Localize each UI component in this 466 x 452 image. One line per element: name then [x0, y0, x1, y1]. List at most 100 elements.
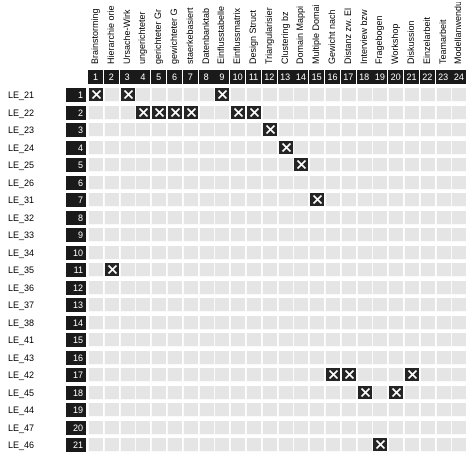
- matrix-cell[interactable]: [451, 438, 466, 452]
- matrix-cell-marked[interactable]: [214, 88, 230, 102]
- matrix-cell[interactable]: [88, 333, 103, 347]
- matrix-cell[interactable]: [103, 368, 119, 382]
- matrix-cell[interactable]: [151, 245, 167, 260]
- matrix-cell[interactable]: [261, 228, 277, 242]
- matrix-cell[interactable]: [419, 438, 435, 452]
- matrix-cell[interactable]: [325, 350, 340, 365]
- matrix-cell[interactable]: [325, 158, 340, 172]
- matrix-cell[interactable]: [277, 88, 293, 102]
- matrix-cell[interactable]: [230, 350, 246, 365]
- matrix-cell[interactable]: [261, 403, 277, 417]
- matrix-cell[interactable]: [340, 315, 356, 330]
- matrix-cell[interactable]: [198, 350, 214, 365]
- matrix-cell[interactable]: [309, 88, 325, 102]
- matrix-cell[interactable]: [246, 140, 261, 155]
- matrix-cell[interactable]: [246, 193, 261, 207]
- matrix-cell-marked[interactable]: [372, 438, 388, 452]
- matrix-cell[interactable]: [309, 175, 325, 190]
- matrix-cell[interactable]: [388, 298, 404, 312]
- matrix-cell[interactable]: [404, 123, 419, 137]
- matrix-cell[interactable]: [372, 158, 388, 172]
- matrix-cell[interactable]: [214, 210, 230, 225]
- matrix-cell[interactable]: [214, 140, 230, 155]
- matrix-cell[interactable]: [230, 228, 246, 242]
- matrix-cell[interactable]: [388, 368, 404, 382]
- matrix-cell[interactable]: [261, 193, 277, 207]
- matrix-cell[interactable]: [356, 298, 372, 312]
- matrix-cell[interactable]: [293, 105, 309, 120]
- matrix-cell[interactable]: [388, 175, 404, 190]
- matrix-cell[interactable]: [261, 175, 277, 190]
- matrix-cell-marked[interactable]: [340, 368, 356, 382]
- matrix-cell[interactable]: [325, 105, 340, 120]
- matrix-cell[interactable]: [277, 298, 293, 312]
- matrix-cell[interactable]: [293, 420, 309, 435]
- matrix-cell[interactable]: [388, 158, 404, 172]
- matrix-cell[interactable]: [309, 263, 325, 277]
- matrix-cell[interactable]: [435, 350, 451, 365]
- matrix-cell[interactable]: [167, 333, 182, 347]
- matrix-cell[interactable]: [451, 228, 466, 242]
- matrix-cell[interactable]: [356, 105, 372, 120]
- matrix-cell[interactable]: [372, 228, 388, 242]
- matrix-cell[interactable]: [419, 298, 435, 312]
- matrix-cell[interactable]: [388, 280, 404, 295]
- matrix-cell[interactable]: [151, 333, 167, 347]
- matrix-cell[interactable]: [214, 333, 230, 347]
- matrix-cell[interactable]: [135, 88, 151, 102]
- matrix-cell[interactable]: [151, 315, 167, 330]
- matrix-cell[interactable]: [309, 420, 325, 435]
- matrix-cell[interactable]: [135, 385, 151, 400]
- matrix-cell[interactable]: [293, 298, 309, 312]
- matrix-cell[interactable]: [103, 123, 119, 137]
- matrix-cell[interactable]: [167, 245, 182, 260]
- matrix-cell[interactable]: [277, 368, 293, 382]
- matrix-cell[interactable]: [325, 298, 340, 312]
- matrix-cell-marked[interactable]: [293, 158, 309, 172]
- matrix-cell[interactable]: [356, 193, 372, 207]
- matrix-cell[interactable]: [451, 175, 466, 190]
- matrix-cell[interactable]: [198, 298, 214, 312]
- matrix-cell[interactable]: [261, 298, 277, 312]
- matrix-cell[interactable]: [198, 420, 214, 435]
- matrix-cell[interactable]: [198, 158, 214, 172]
- matrix-cell[interactable]: [277, 193, 293, 207]
- matrix-cell[interactable]: [88, 298, 103, 312]
- matrix-cell[interactable]: [309, 298, 325, 312]
- matrix-cell[interactable]: [214, 385, 230, 400]
- matrix-cell[interactable]: [151, 298, 167, 312]
- matrix-cell[interactable]: [214, 175, 230, 190]
- matrix-cell[interactable]: [103, 438, 119, 452]
- matrix-cell-marked[interactable]: [151, 105, 167, 120]
- matrix-cell[interactable]: [309, 350, 325, 365]
- matrix-cell[interactable]: [214, 298, 230, 312]
- matrix-cell[interactable]: [451, 210, 466, 225]
- matrix-cell-marked[interactable]: [230, 105, 246, 120]
- matrix-cell[interactable]: [435, 385, 451, 400]
- matrix-cell[interactable]: [246, 280, 261, 295]
- matrix-cell[interactable]: [182, 385, 198, 400]
- matrix-cell-marked[interactable]: [103, 263, 119, 277]
- matrix-cell[interactable]: [340, 175, 356, 190]
- matrix-cell[interactable]: [435, 228, 451, 242]
- matrix-cell[interactable]: [435, 88, 451, 102]
- matrix-cell[interactable]: [167, 350, 182, 365]
- matrix-cell[interactable]: [309, 403, 325, 417]
- matrix-cell[interactable]: [277, 333, 293, 347]
- matrix-cell[interactable]: [372, 263, 388, 277]
- matrix-cell[interactable]: [182, 438, 198, 452]
- matrix-cell[interactable]: [198, 88, 214, 102]
- matrix-cell[interactable]: [261, 438, 277, 452]
- matrix-cell[interactable]: [214, 158, 230, 172]
- matrix-cell[interactable]: [103, 280, 119, 295]
- matrix-cell[interactable]: [293, 385, 309, 400]
- matrix-cell[interactable]: [356, 158, 372, 172]
- matrix-cell[interactable]: [340, 333, 356, 347]
- matrix-cell[interactable]: [309, 333, 325, 347]
- matrix-cell[interactable]: [151, 210, 167, 225]
- matrix-cell[interactable]: [246, 420, 261, 435]
- matrix-cell[interactable]: [451, 245, 466, 260]
- matrix-cell[interactable]: [419, 228, 435, 242]
- matrix-cell[interactable]: [293, 438, 309, 452]
- matrix-cell[interactable]: [88, 280, 103, 295]
